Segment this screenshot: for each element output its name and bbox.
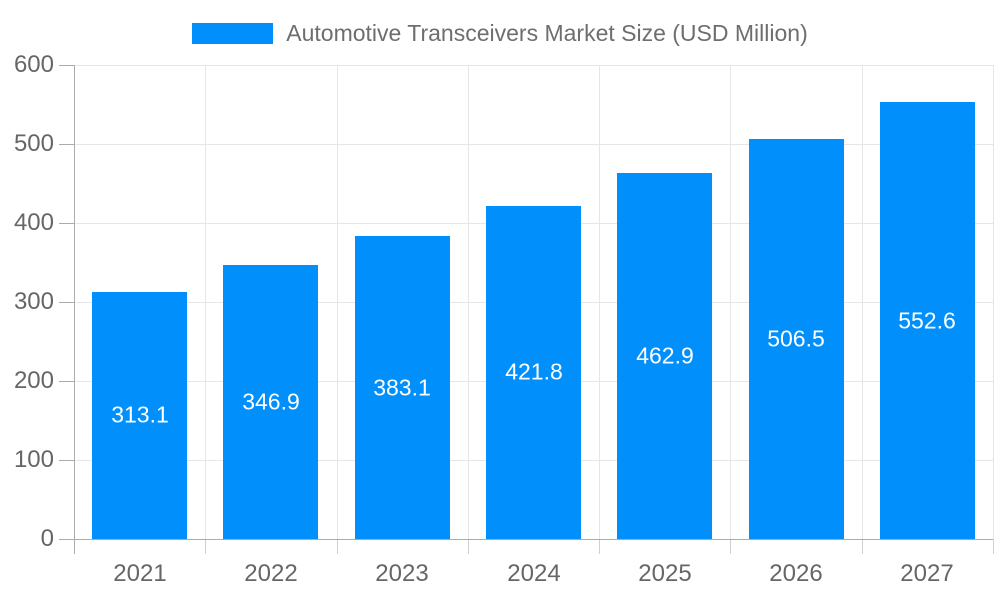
gridline-vertical [730, 65, 731, 539]
bar-2022[interactable] [223, 265, 318, 539]
bar-value-label: 421.8 [505, 358, 563, 385]
gridline-horizontal [74, 144, 993, 145]
x-axis-tick [468, 539, 469, 554]
gridline-vertical [862, 65, 863, 539]
y-axis-tick [59, 381, 74, 382]
bar-value-label: 313.1 [111, 401, 169, 428]
legend-label: Automotive Transceivers Market Size (USD… [286, 19, 808, 46]
gridline-vertical [599, 65, 600, 539]
x-axis-tick [862, 539, 863, 554]
y-axis-tick-label: 100 [13, 446, 54, 473]
x-axis-tick [730, 539, 731, 554]
x-axis-tick [337, 539, 338, 554]
bar-2025[interactable] [617, 173, 712, 539]
y-axis-tick-label: 600 [13, 51, 54, 78]
bar-value-label: 462.9 [636, 342, 694, 369]
bar-value-label: 346.9 [242, 388, 300, 415]
gridline-vertical [993, 65, 994, 539]
bar-value-label: 383.1 [373, 374, 431, 401]
x-axis-label: 2023 [375, 560, 429, 587]
y-axis-tick-label: 400 [13, 209, 54, 236]
y-axis-tick [59, 144, 74, 145]
gridline-horizontal [74, 65, 993, 66]
bar-2026[interactable] [749, 139, 844, 539]
bar-2023[interactable] [355, 236, 450, 539]
y-axis-tick [59, 460, 74, 461]
x-axis-label: 2025 [638, 560, 692, 587]
y-axis-line [74, 65, 75, 554]
gridline-vertical [468, 65, 469, 539]
y-axis-tick-label: 0 [40, 525, 54, 552]
bar-value-label: 552.6 [898, 307, 956, 334]
x-axis-label: 2024 [507, 560, 561, 587]
bar-2024[interactable] [486, 206, 581, 539]
y-axis-tick [59, 65, 74, 66]
y-axis-tick-label: 200 [13, 367, 54, 394]
legend-item[interactable]: Automotive Transceivers Market Size (USD… [0, 12, 1000, 54]
x-axis-label: 2026 [769, 560, 823, 587]
x-axis-label: 2021 [113, 560, 167, 587]
bar-value-label: 506.5 [767, 325, 825, 352]
gridline-vertical [337, 65, 338, 539]
y-axis-tick [59, 302, 74, 303]
x-axis-tick [599, 539, 600, 554]
x-axis-tick [993, 539, 994, 554]
x-axis-tick [205, 539, 206, 554]
y-axis-tick-label: 300 [13, 288, 54, 315]
y-axis-tick [59, 539, 74, 540]
y-axis-tick-label: 500 [13, 130, 54, 157]
bar-2027[interactable] [880, 102, 975, 539]
bar-2021[interactable] [92, 292, 187, 539]
x-axis-line [74, 539, 993, 540]
y-axis-tick [59, 223, 74, 224]
x-axis-label: 2027 [900, 560, 954, 587]
legend-marker-swatch [192, 22, 274, 44]
x-axis-label: 2022 [244, 560, 298, 587]
gridline-vertical [205, 65, 206, 539]
